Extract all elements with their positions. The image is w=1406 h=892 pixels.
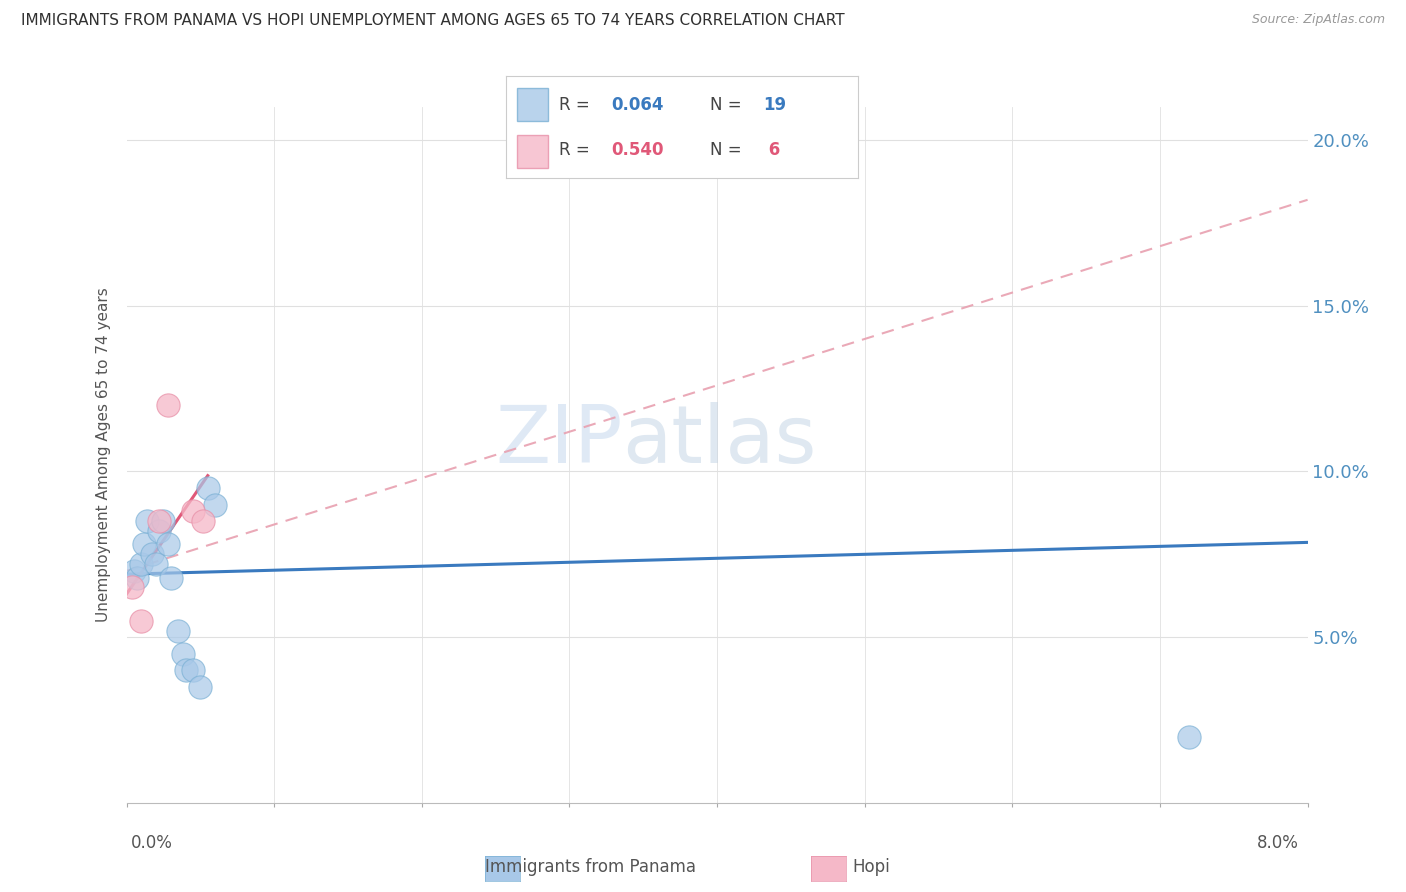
Point [156, 398, 179, 412]
Y-axis label: Unemployment Among Ages 65 to 74 years: Unemployment Among Ages 65 to 74 years [96, 287, 111, 623]
Point [122, 564, 145, 578]
Point [148, 514, 170, 528]
Point [134, 537, 156, 551]
Point [121, 581, 143, 595]
Point [136, 514, 159, 528]
Point [129, 558, 153, 572]
Text: Hopi: Hopi [853, 858, 890, 876]
Point [145, 558, 167, 572]
Text: 0.0%: 0.0% [131, 834, 173, 852]
Text: ZIP: ZIP [495, 402, 623, 480]
FancyBboxPatch shape [517, 136, 548, 168]
Text: 19: 19 [762, 95, 786, 113]
Point [141, 547, 163, 561]
Point [156, 537, 179, 551]
Text: R =: R = [560, 95, 595, 113]
Point [167, 624, 190, 638]
Text: atlas: atlas [623, 402, 817, 480]
Point [159, 570, 183, 584]
Point [197, 481, 219, 495]
Point [172, 647, 194, 661]
Text: Immigrants from Panama: Immigrants from Panama [485, 858, 696, 876]
Point [148, 524, 170, 538]
Text: N =: N = [710, 95, 747, 113]
Point [204, 498, 226, 512]
Point [174, 663, 197, 677]
Point [152, 514, 174, 528]
Text: R =: R = [560, 141, 595, 159]
Text: IMMIGRANTS FROM PANAMA VS HOPI UNEMPLOYMENT AMONG AGES 65 TO 74 YEARS CORRELATIO: IMMIGRANTS FROM PANAMA VS HOPI UNEMPLOYM… [21, 13, 845, 29]
FancyBboxPatch shape [517, 88, 548, 121]
Point [193, 514, 215, 528]
Point [181, 504, 204, 518]
Text: 6: 6 [762, 141, 780, 159]
Text: 0.064: 0.064 [612, 95, 664, 113]
Text: N =: N = [710, 141, 747, 159]
Point [1178, 730, 1201, 744]
Point [129, 614, 153, 628]
Text: 0.540: 0.540 [612, 141, 664, 159]
Point [188, 680, 211, 694]
Text: Source: ZipAtlas.com: Source: ZipAtlas.com [1251, 13, 1385, 27]
Point [181, 663, 204, 677]
Point [125, 570, 148, 584]
Text: 8.0%: 8.0% [1257, 834, 1299, 852]
